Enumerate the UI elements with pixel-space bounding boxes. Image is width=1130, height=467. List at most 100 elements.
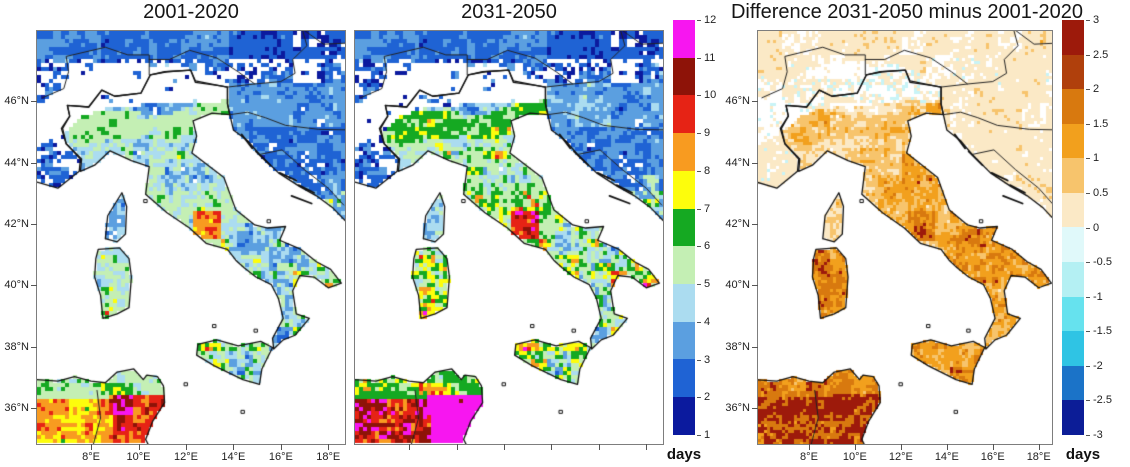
colorbar-tick-label: -1.5	[1093, 325, 1112, 338]
colorbar-tick-mark	[697, 397, 701, 399]
colorbar-tick-label: 8	[704, 164, 711, 177]
colorbar-tick-mark	[1086, 296, 1090, 298]
colorbar-difference-scale	[1062, 20, 1084, 435]
lon-tick-label: 18°E	[316, 451, 341, 463]
colorbar-tick-label: -1	[1093, 290, 1103, 303]
colorbar-segment	[1062, 262, 1084, 297]
colorbar-tick-mark	[697, 133, 701, 135]
colorbar-days-scale	[673, 20, 695, 435]
colorbar-segment	[673, 397, 695, 435]
colorbar-tick-mark	[1086, 331, 1090, 333]
lon-tick-mark	[646, 444, 648, 450]
colorbar-tick-label: -0.5	[1093, 256, 1112, 269]
colorbar-segment	[673, 359, 695, 398]
colorbar-tick-mark	[697, 284, 701, 286]
colorbar-tick-label: 10	[704, 89, 717, 102]
lat-tick-label: 46°N	[725, 95, 750, 108]
colorbar-tick-label: 4	[704, 315, 711, 328]
colorbar-difference-unit-label: days	[1065, 446, 1101, 463]
lon-tick-mark	[551, 444, 553, 450]
lat-tick-label: 42°N	[725, 217, 750, 230]
colorbar-segment	[673, 95, 695, 134]
lat-tick-label: 38°N	[4, 340, 29, 353]
map-2001-2020	[36, 30, 346, 445]
colorbar-tick-mark	[697, 246, 701, 248]
lat-tick-label: 40°N	[4, 279, 29, 292]
colorbar-segment	[1062, 123, 1084, 159]
colorbar-tick-mark	[697, 170, 701, 172]
colorbar-segment	[1062, 227, 1084, 263]
colorbar-tick-mark	[1086, 192, 1090, 194]
colorbar-segment	[673, 170, 695, 209]
colorbar-tick-mark	[1086, 54, 1090, 56]
colorbar-segment	[673, 57, 695, 96]
lat-tick-mark	[31, 223, 37, 225]
colorbar-tick-label: 11	[704, 51, 716, 64]
colorbar-tick-mark	[697, 20, 701, 21]
colorbar-tick-label: 5	[704, 278, 711, 291]
colorbar-segment	[1062, 192, 1084, 228]
colorbar-tick-label: 0.5	[1093, 186, 1109, 199]
colorbar-tick-mark	[697, 95, 701, 97]
lon-tick-mark	[456, 444, 458, 450]
lon-tick-label: 12°E	[173, 451, 198, 463]
lat-tick-label: 46°N	[4, 95, 29, 108]
colorbar-tick-label: -2.5	[1093, 394, 1112, 407]
colorbar-segment	[1062, 89, 1084, 124]
colorbar-tick-label: 9	[704, 127, 711, 140]
colorbar-days-unit-label: days	[666, 446, 702, 463]
lat-tick-mark	[752, 101, 758, 103]
map-2031-2050	[354, 30, 664, 445]
colorbar-tick-label: 3	[704, 353, 711, 366]
lat-tick-mark	[752, 162, 758, 164]
lon-tick-mark	[91, 444, 93, 450]
lat-tick-label: 36°N	[725, 401, 750, 414]
colorbar-tick-mark	[1086, 262, 1090, 264]
colorbar-tick-mark	[1086, 365, 1090, 367]
lon-tick-mark	[992, 444, 994, 450]
lat-tick-label: 42°N	[4, 217, 29, 230]
lon-tick-mark	[409, 444, 411, 450]
lat-tick-mark	[31, 101, 37, 103]
colorbar-segment	[673, 321, 695, 360]
lon-tick-label: 10°E	[842, 451, 867, 463]
lon-tick-mark	[138, 444, 140, 450]
lat-tick-mark	[752, 285, 758, 287]
map-difference	[757, 30, 1053, 445]
lon-tick-label: 8°E	[800, 451, 818, 463]
colorbar-tick-mark	[697, 359, 701, 361]
colorbar-tick-label: 12	[704, 14, 717, 26]
lon-tick-label: 8°E	[82, 451, 100, 463]
colorbar-tick-label: 6	[704, 240, 711, 253]
colorbar-tick-mark	[1086, 20, 1090, 21]
colorbar-tick-mark	[1086, 158, 1090, 160]
panel-title-2031-2050: 2031-2050	[461, 1, 557, 23]
colorbar-tick-label: 2.5	[1093, 48, 1109, 61]
lon-tick-label: 16°E	[980, 451, 1005, 463]
colorbar-tick-mark	[1086, 400, 1090, 402]
colorbar-segment	[1062, 54, 1084, 90]
lon-tick-mark	[598, 444, 600, 450]
lon-tick-mark	[1038, 444, 1040, 450]
lat-tick-mark	[31, 346, 37, 348]
panel-title-difference: Difference 2031-2050 minus 2001-2020	[730, 1, 1084, 23]
lat-tick-label: 44°N	[4, 156, 29, 169]
colorbar-tick-mark	[697, 57, 701, 59]
colorbar-tick-label: 3	[1093, 14, 1100, 26]
colorbar-tick-label: 0	[1093, 221, 1100, 234]
colorbar-segment	[673, 20, 695, 58]
lon-tick-mark	[280, 444, 282, 450]
colorbar-tick-label: 1	[1093, 152, 1100, 165]
colorbar-tick-mark	[1086, 123, 1090, 125]
lon-tick-label: 10°E	[126, 451, 151, 463]
lat-tick-mark	[31, 285, 37, 287]
lat-tick-mark	[31, 162, 37, 164]
lon-tick-mark	[900, 444, 902, 450]
colorbar-tick-mark	[697, 321, 701, 323]
colorbar-segment	[1062, 331, 1084, 366]
colorbar-tick-mark	[697, 208, 701, 210]
colorbar-tick-label: -2	[1093, 359, 1103, 372]
lon-tick-label: 12°E	[888, 451, 913, 463]
colorbar-tick-label: 7	[704, 202, 711, 215]
lon-tick-label: 18°E	[1026, 451, 1051, 463]
